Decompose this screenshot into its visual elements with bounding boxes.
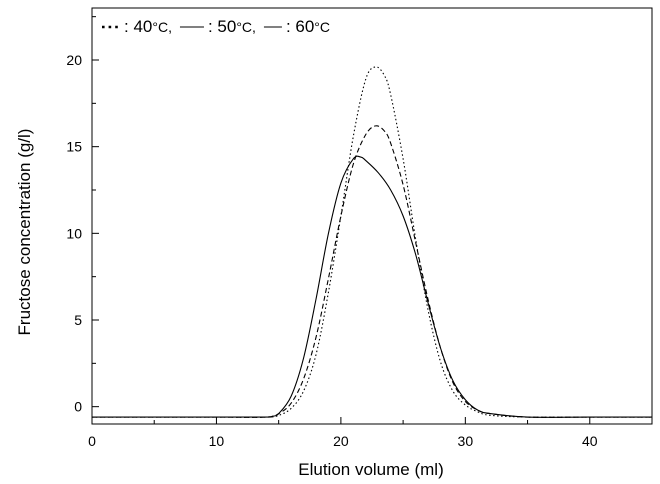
legend-unit-50: °C, bbox=[236, 19, 256, 35]
x-tick-label-0: 0 bbox=[88, 433, 96, 449]
y-axis: 0 5 10 15 20 bbox=[66, 16, 99, 415]
series-line-60 bbox=[91, 155, 652, 418]
y-tick-label-10: 10 bbox=[66, 225, 82, 241]
y-tick-label-0: 0 bbox=[74, 399, 82, 415]
x-tick-label-20: 20 bbox=[333, 433, 349, 449]
legend: : 40 °C,: 50 °C,: 60 °C bbox=[102, 17, 330, 36]
plot-lines bbox=[91, 66, 652, 418]
legend-unit-40: °C, bbox=[152, 19, 172, 35]
legend-unit-60: °C bbox=[314, 19, 330, 35]
legend-label-60: : 60 bbox=[286, 17, 314, 36]
legend-label-40: : 40 bbox=[124, 17, 152, 36]
legend-label-50: : 50 bbox=[208, 17, 236, 36]
x-tick-label-40: 40 bbox=[582, 433, 598, 449]
series-line-40 bbox=[91, 66, 652, 418]
y-tick-label-15: 15 bbox=[66, 139, 82, 155]
x-tick-label-10: 10 bbox=[209, 433, 225, 449]
x-axis: 0 10 20 30 40 bbox=[88, 417, 598, 449]
y-tick-label-5: 5 bbox=[74, 312, 82, 328]
series-line-50 bbox=[91, 125, 652, 418]
plot-frame bbox=[91, 7, 653, 425]
x-axis-title: Elution volume (ml) bbox=[298, 460, 444, 479]
y-axis-title: Fructose concentration (g/l) bbox=[15, 129, 34, 336]
x-tick-label-30: 30 bbox=[458, 433, 474, 449]
y-tick-label-20: 20 bbox=[66, 52, 82, 68]
